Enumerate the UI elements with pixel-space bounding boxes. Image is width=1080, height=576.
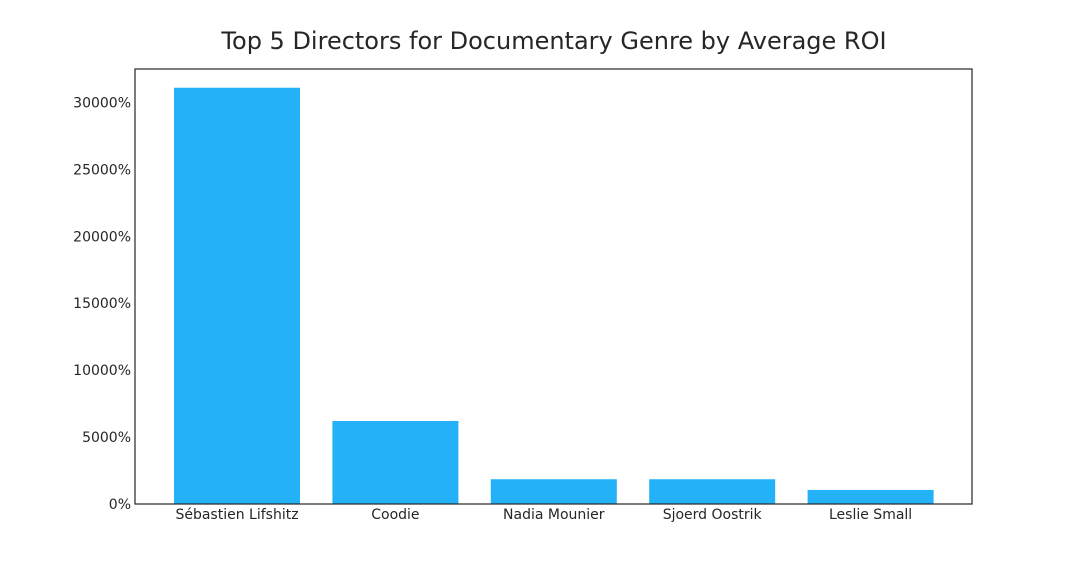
bar-0 <box>174 87 300 504</box>
x-tick-label: Nadia Mounier <box>503 507 605 523</box>
plot-frame <box>134 68 973 505</box>
y-tick-label: 10000% <box>73 363 131 379</box>
x-tick-label: Sébastien Lifshitz <box>175 507 298 523</box>
y-tick-label: 20000% <box>73 229 131 245</box>
x-tick-labels: Sébastien Lifshitz Coodie Nadia Mounier Sjo… <box>175 507 912 523</box>
bar-1 <box>332 421 459 504</box>
bars-group <box>174 87 934 504</box>
y-tick-label: 25000% <box>73 162 131 178</box>
bar-3 <box>649 479 776 504</box>
y-tick-label: 0% <box>109 497 131 513</box>
y-tick-label: 15000% <box>73 296 131 312</box>
chart-title: Top 5 Directors for Documentary Genre by… <box>220 27 886 55</box>
y-tick-label: 5000% <box>82 430 131 446</box>
bar-2 <box>490 479 617 504</box>
bar-4 <box>807 489 934 504</box>
x-tick-label: Sjoerd Oostrik <box>663 507 763 523</box>
x-tick-label: Leslie Small <box>829 507 912 523</box>
x-tick-label: Coodie <box>371 507 419 523</box>
y-tick-labels: 0% 5000% 10000% 15000% 20000% 25000% 30000% <box>73 95 131 513</box>
y-tick-label: 30000% <box>73 95 131 111</box>
